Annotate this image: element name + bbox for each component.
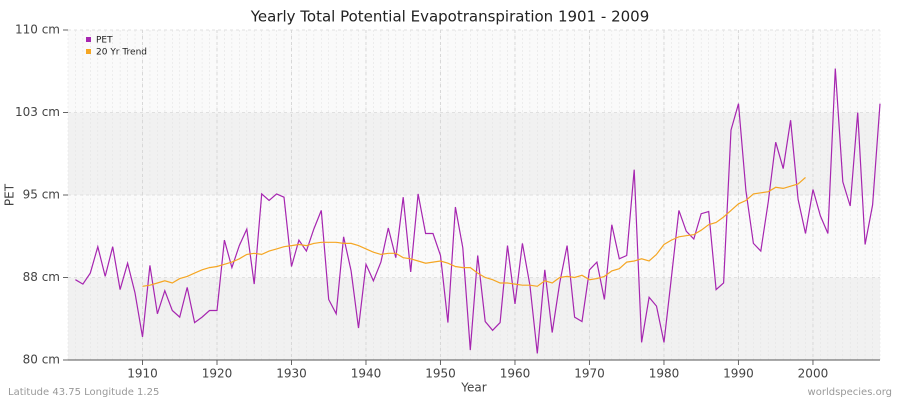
footer-right: worldspecies.org <box>808 387 892 398</box>
x-tick-label: 1910 <box>127 367 158 381</box>
x-tick-label: 1940 <box>351 367 382 381</box>
x-axis-label: Year <box>460 381 486 395</box>
x-tick-label: 2000 <box>798 367 829 381</box>
y-tick-label: 110 cm <box>15 23 60 37</box>
x-tick-label: 1960 <box>500 367 531 381</box>
chart-title: Yearly Total Potential Evapotranspiratio… <box>250 8 650 26</box>
legend-swatch <box>86 37 91 42</box>
legend-swatch <box>86 49 91 54</box>
legend-label: PET <box>96 36 113 46</box>
y-tick-label: 95 cm <box>23 188 60 202</box>
band <box>68 112 880 195</box>
x-tick-label: 1920 <box>202 367 233 381</box>
x-tick-label: 1970 <box>574 367 605 381</box>
band <box>68 277 880 360</box>
series-line <box>75 68 881 354</box>
y-tick-label: 88 cm <box>23 270 60 284</box>
x-tick-label: 1980 <box>649 367 680 381</box>
series-line <box>142 176 806 287</box>
y-tick-label: 103 cm <box>15 105 60 119</box>
x-tick-label: 1950 <box>425 367 456 381</box>
x-tick-label: 1930 <box>276 367 307 381</box>
x-tick-label: 1990 <box>723 367 754 381</box>
legend-label: 20 Yr Trend <box>96 48 147 58</box>
legend: PET 20 Yr Trend <box>86 36 147 58</box>
footer-left: Latitude 43.75 Longitude 1.25 <box>8 387 159 398</box>
y-axis-label: PET <box>3 183 17 206</box>
y-tick-label: 80 cm <box>23 353 60 367</box>
